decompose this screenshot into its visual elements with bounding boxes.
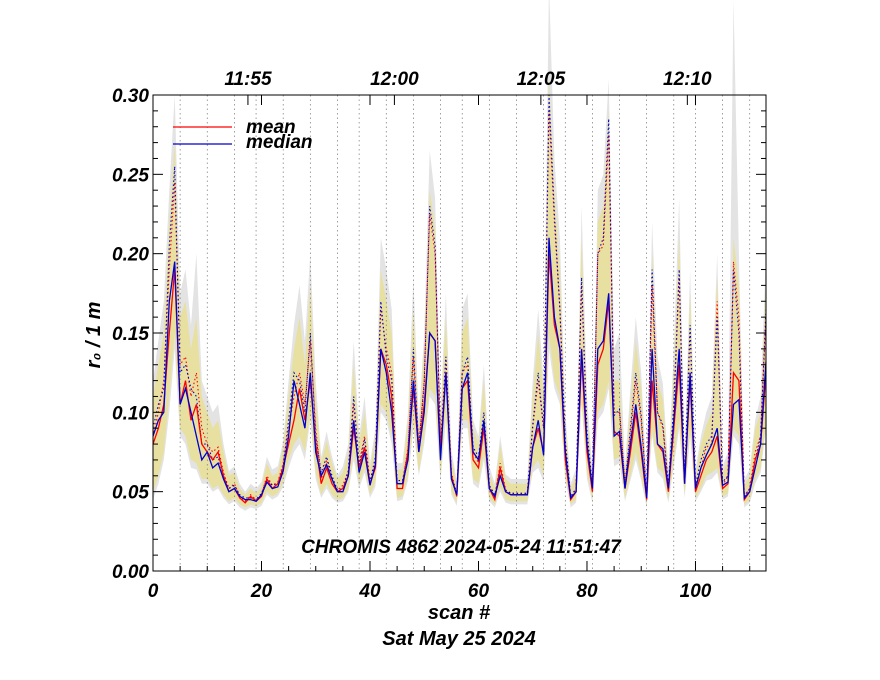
series-lines [153,94,766,504]
legend: mean median [173,117,313,153]
date-label: Sat May 25 2024 [382,628,535,650]
x-tick-label: 100 [680,581,712,602]
y-tick-label: 0.15 [112,324,149,345]
legend-label-median: median [246,132,313,153]
y-tick-label: 0.30 [112,86,149,107]
x-tick-label: 20 [250,581,273,602]
median-dotted-line [153,94,766,501]
top-time-label: 11:55 [224,69,272,90]
y-axis-label: r₀ / 1 m [83,302,105,369]
x-tick-label: 60 [468,581,490,602]
top-time-label: 12:10 [663,69,712,90]
x-tick-label: 40 [358,581,381,602]
y-tick-label: 0.10 [112,403,149,424]
x-tick-label: 0 [148,581,159,602]
y-tick-label: 0.00 [112,562,149,583]
median-line [153,237,766,502]
y-tick-label: 0.20 [112,245,149,266]
top-time-label: 12:00 [370,69,419,90]
y-tick-label: 0.05 [112,483,149,504]
y-tick-label: 0.25 [112,165,149,186]
axis-ticks [152,94,766,572]
top-time-label: 12:05 [517,69,566,90]
x-axis-label: scan # [428,602,491,624]
annotation-text: CHROMIS 4862 2024-05-24 11:51:47 [301,537,622,558]
legend-label-mean: mean [246,117,296,138]
x-tick-label: 80 [576,581,598,602]
